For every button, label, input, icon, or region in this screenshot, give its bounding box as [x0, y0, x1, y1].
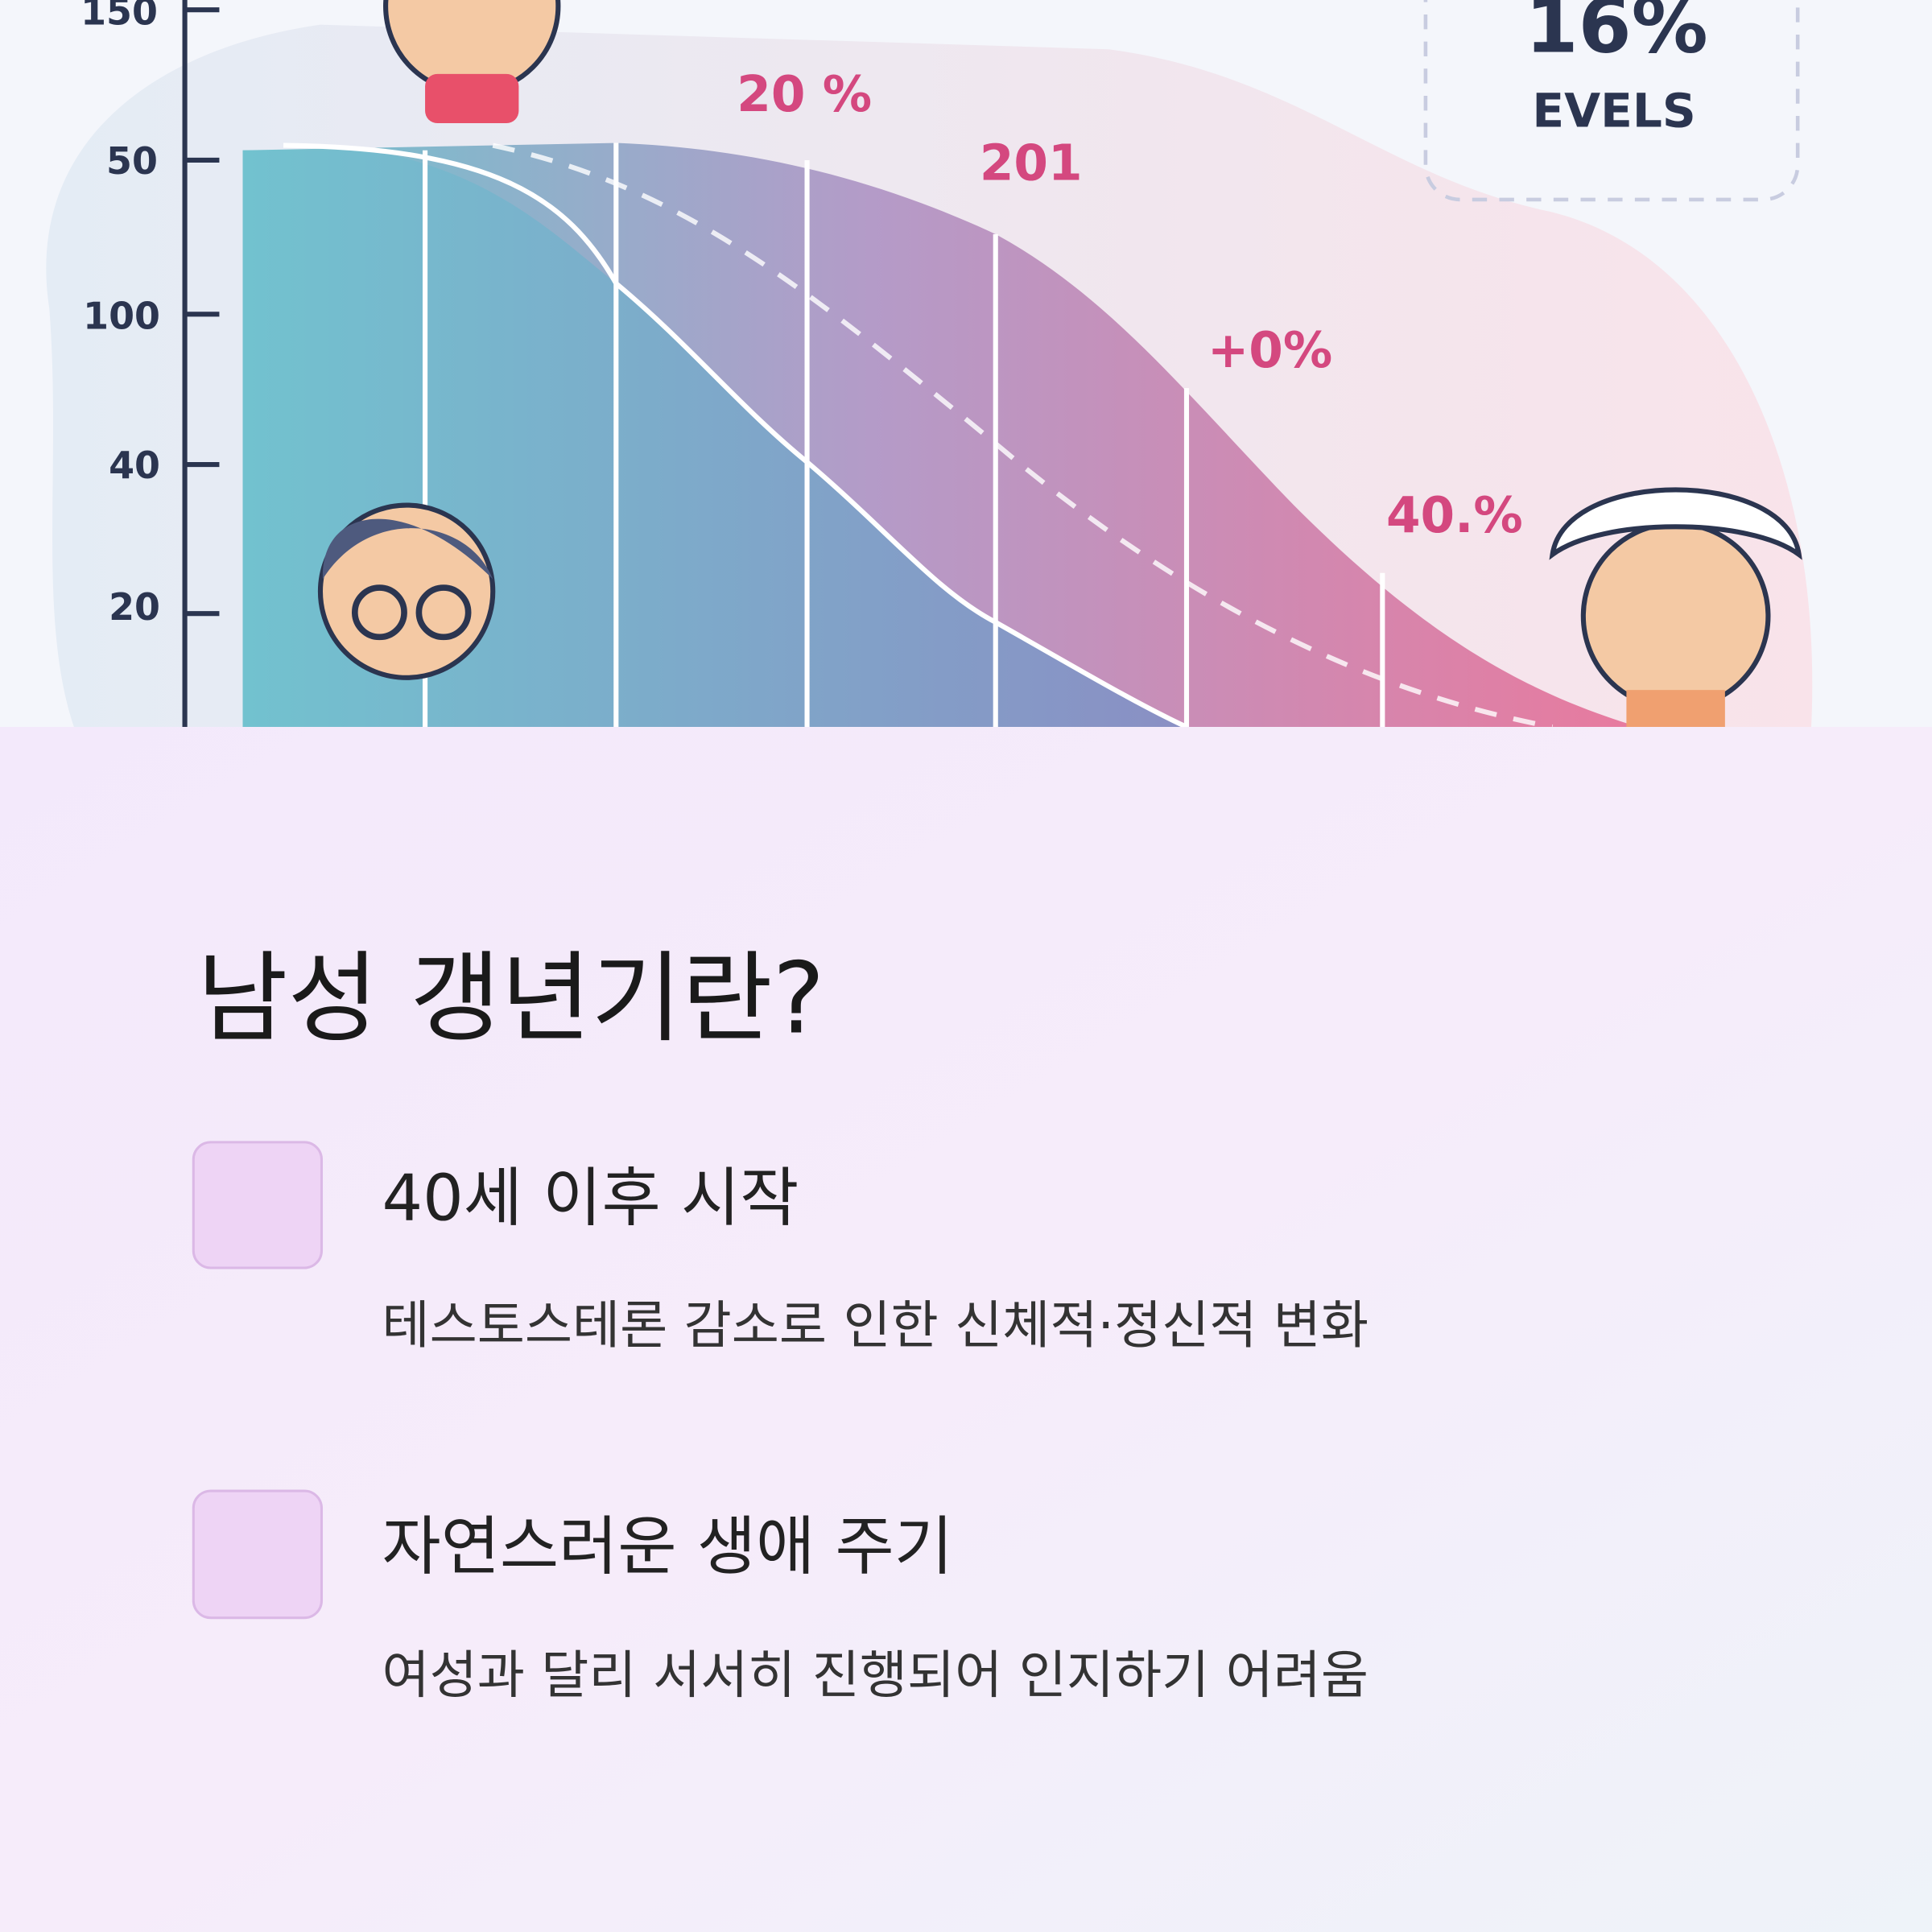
item-description: 여성과 달리 서서히 진행되어 인지하기 어려움 — [382, 1645, 1368, 1706]
illustration: 150 50 100 40 20 20 % 201 +0% 40.% 16% E… — [0, 0, 1932, 730]
item-heading: 40세 이후 시작 — [382, 1160, 799, 1235]
item-icon — [192, 1489, 324, 1620]
badge-frame — [1423, 0, 1800, 202]
title: 남성 갱년기란? — [197, 941, 825, 1056]
annotation: +0% — [1208, 322, 1332, 379]
item-heading: 자연스러운 생애 주기 — [382, 1509, 953, 1583]
axis-label: 150 — [80, 0, 158, 34]
axis-ticks — [184, 7, 220, 617]
character-top — [383, 0, 561, 124]
item-description: 테스토스테론 감소로 인한 신체적·정신적 변화 — [382, 1295, 1368, 1356]
annotation: 40.% — [1386, 487, 1523, 544]
curve — [283, 142, 1188, 729]
axis-label: 20 — [109, 585, 160, 629]
item-icon — [192, 1141, 324, 1269]
annotation: 201 — [980, 134, 1083, 192]
badge-label: EVELS — [1532, 84, 1695, 138]
axis-label: 100 — [83, 295, 160, 338]
content-bg — [0, 727, 1932, 1932]
axis-label: 40 — [109, 444, 160, 487]
badge-value: 16% — [1525, 0, 1708, 70]
character-young — [317, 502, 496, 680]
dashed-curve — [492, 142, 1554, 730]
annotation: 20 % — [737, 66, 872, 123]
character-old — [1549, 487, 1802, 728]
axis-label: 50 — [106, 139, 158, 183]
